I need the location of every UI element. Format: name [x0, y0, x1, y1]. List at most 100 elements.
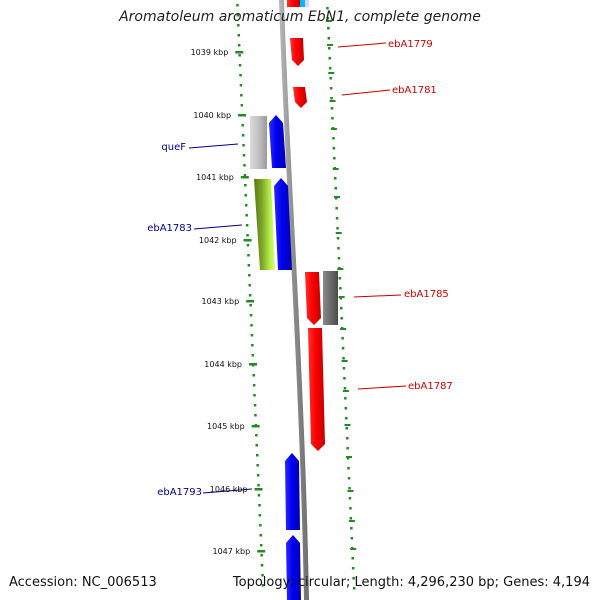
ruler-dot: [253, 394, 256, 397]
ruler-dot: [247, 264, 251, 267]
gene-features: [250, 0, 338, 600]
outer-dot: [341, 347, 345, 350]
ruler-dot: [259, 534, 262, 537]
ruler-major-tick: [240, 176, 249, 179]
outer-dot: [343, 387, 347, 390]
ruler-dot: [249, 314, 253, 317]
outer-tick: [335, 232, 342, 234]
ruler-dot: [239, 74, 242, 77]
label-leaders: [188, 42, 407, 494]
gene-grey-queF: [250, 116, 267, 169]
ruler-dot: [238, 54, 241, 57]
label-ebA1787: ebA1787: [408, 381, 453, 392]
ruler-dot: [243, 164, 246, 167]
ruler-dot: [236, 4, 239, 7]
ruler-tick-labels: 1039 kbp 1040 kbp 1041 kbp 1042 kbp 1043 kbp…: [191, 48, 251, 556]
ruler-tick-label: 1041 kbp: [196, 173, 234, 182]
ruler-dot: [248, 284, 251, 287]
outer-dot: [341, 337, 344, 340]
ruler-dot: [258, 504, 261, 507]
outer-dot: [346, 437, 349, 440]
ruler-tick-label: 1040 kbp: [193, 111, 231, 120]
outer-dot: [344, 407, 348, 410]
outer-dot: [332, 137, 335, 140]
outer-dot: [346, 457, 350, 460]
ruler-major-tick: [249, 363, 257, 366]
ruler-dot: [252, 374, 255, 377]
ruler-dot: [245, 214, 248, 217]
topology-text: Topology: circular; Length: 4,296,230 bp…: [232, 575, 590, 590]
outer-dot: [348, 497, 352, 500]
ruler-dot: [236, 14, 240, 17]
ruler-dot: [250, 324, 253, 327]
ruler-major-tick: [254, 488, 263, 491]
ruler-dot: [256, 474, 260, 477]
outer-dot: [336, 237, 340, 240]
gene-labels: ebA1779 ebA1781 queF ebA1783 ebA1785 ebA…: [147, 39, 453, 498]
outer-dot: [326, 17, 330, 20]
ruler-major-tick: [238, 114, 247, 117]
ruler-dot: [250, 334, 254, 337]
ruler-dot: [255, 444, 258, 447]
gene-ebA1779: [290, 38, 304, 66]
outer-dot: [347, 467, 350, 470]
outer-dot: [331, 117, 334, 120]
ruler-dot: [247, 254, 250, 257]
outer-tick: [337, 268, 344, 270]
gene-bottom-blue: [286, 535, 301, 600]
ruler-dot: [252, 384, 256, 387]
outer-dot: [352, 577, 355, 580]
outer-dot: [351, 557, 354, 560]
gene-ebA1787: [308, 328, 325, 451]
ruler-dot: [245, 204, 248, 207]
outer-dot: [339, 297, 342, 300]
outer-dot: [327, 27, 330, 30]
ruler-dot: [256, 464, 259, 467]
outer-dot: [346, 447, 349, 450]
outer-dot: [349, 507, 352, 510]
ruler-dot: [248, 294, 252, 297]
ruler-dot: [244, 194, 247, 197]
gene-partial-cyan: [300, 0, 305, 7]
ruler-dot: [239, 84, 243, 87]
outer-dot: [342, 357, 345, 360]
outer-dot: [337, 257, 341, 260]
outer-dot: [329, 87, 333, 90]
ruler-dot: [245, 224, 249, 227]
outer-tick: [330, 128, 337, 130]
outer-dot: [340, 307, 343, 310]
ruler-tick-label: 1045 kbp: [207, 422, 245, 431]
ruler-tick-label: 1046 kbp: [210, 485, 248, 494]
outer-dot: [326, 7, 329, 10]
ruler-dot: [253, 404, 257, 407]
ruler-dot: [246, 234, 249, 237]
ruler-tick-label: 1039 kbp: [191, 48, 229, 57]
page-title: Aromatoleum aromaticum EbN1, complete ge…: [119, 9, 481, 25]
ruler-dot: [238, 64, 242, 67]
ruler-dot: [249, 304, 252, 307]
outer-dot: [344, 397, 347, 400]
ruler-dot: [248, 274, 251, 277]
label-ebA1779: ebA1779: [388, 39, 433, 50]
outer-dot: [327, 37, 331, 40]
accession-text: Accession: NC_006513: [9, 575, 157, 590]
outer-dot: [330, 97, 333, 100]
outer-dot: [350, 527, 353, 530]
ruler-dot: [261, 574, 264, 577]
outer-dot: [328, 67, 332, 70]
outer-dot: [337, 247, 340, 250]
ruler-dot: [241, 124, 244, 127]
ruler-major-tick: [235, 51, 244, 54]
ruler-dot: [254, 414, 257, 417]
ruler-dot: [241, 134, 245, 137]
ruler-dot: [258, 514, 262, 517]
label-ebA1783: ebA1783: [147, 223, 192, 234]
outer-dot: [351, 567, 355, 570]
ruler-dot: [255, 434, 258, 437]
outer-dot: [342, 367, 346, 370]
outer-tick: [340, 328, 347, 330]
ruler-dot: [246, 244, 250, 247]
ruler-major-tick: [246, 300, 255, 303]
outer-tick: [346, 456, 352, 458]
label-queF: queF: [161, 142, 186, 153]
